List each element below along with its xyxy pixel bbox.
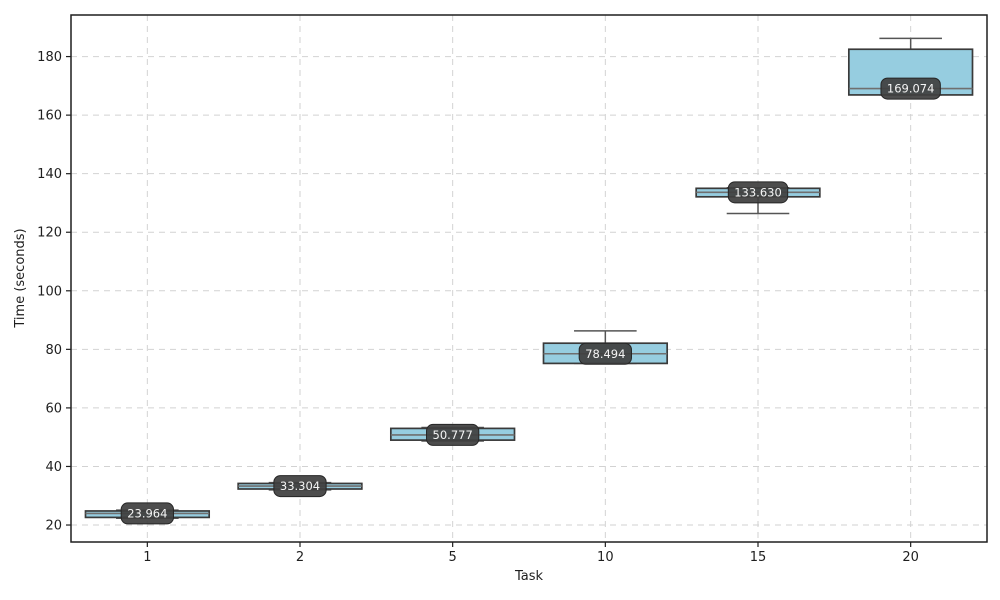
y-tick-label: 120: [37, 226, 62, 241]
median-value-badge: [578, 342, 632, 365]
y-axis-title: Time (seconds): [13, 228, 28, 328]
x-axis-title: Task: [514, 569, 544, 584]
x-tick-label: 1: [143, 550, 151, 565]
median-value-label: 33.304: [280, 479, 320, 493]
plot-area: 20 40 60 80 100 120 140 160 180 1 2 5 10 15 20 23.964 33…: [37, 14, 988, 565]
y-tick-label: 140: [37, 167, 62, 182]
plot-border: [70, 14, 988, 543]
y-tick-label: 40: [45, 460, 62, 475]
median-value-badge: [727, 181, 789, 204]
x-tick-label: 5: [449, 550, 457, 565]
median-value-label: 78.494: [585, 347, 625, 361]
y-tick-label: 20: [45, 519, 62, 534]
median-value-label: 23.964: [127, 506, 167, 520]
median-value-label: 50.777: [433, 428, 473, 442]
x-tick-label: 15: [750, 550, 767, 565]
x-tick-label: 20: [902, 550, 919, 565]
y-tick-label: 100: [37, 284, 62, 299]
y-tick-label: 160: [37, 109, 62, 124]
median-value-badge: [120, 502, 174, 525]
y-tick-label: 80: [45, 343, 62, 358]
y-tick-label: 180: [37, 50, 62, 65]
median-value-label: 169.074: [887, 82, 935, 96]
y-tick-label: 60: [45, 401, 62, 416]
x-tick-label: 2: [296, 550, 304, 565]
median-value-badge: [273, 475, 327, 498]
x-tick-label: 10: [597, 550, 614, 565]
median-value-badge: [426, 423, 480, 446]
median-value-badge: [880, 77, 941, 100]
median-value-label: 133.630: [734, 185, 782, 199]
